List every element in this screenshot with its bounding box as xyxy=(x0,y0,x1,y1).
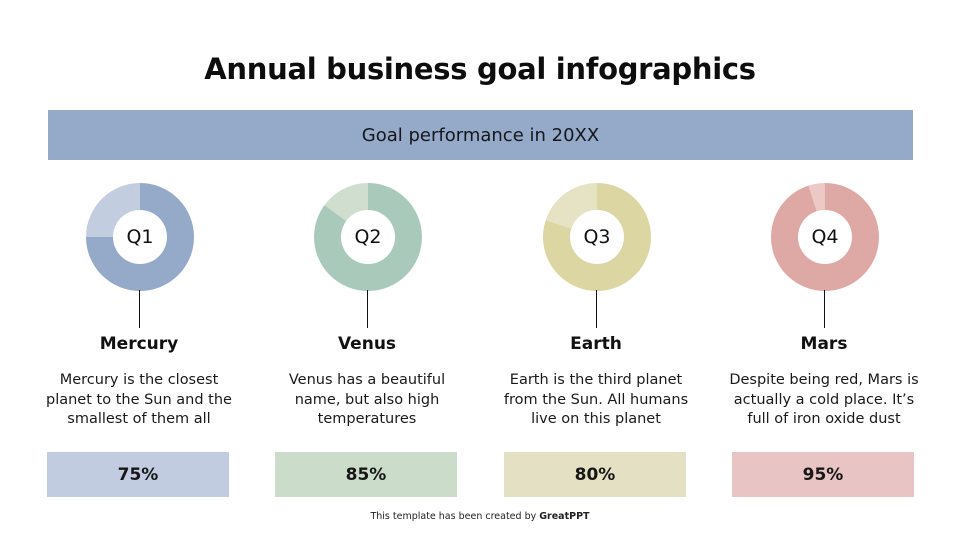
planet-name: Venus xyxy=(337,334,397,354)
quarter-label: Q1 xyxy=(113,210,167,264)
connector-line xyxy=(824,290,825,328)
page-title: Annual business goal infographics xyxy=(204,52,756,86)
planet-description: Earth is the third planet from the Sun. … xyxy=(503,372,689,427)
goal-banner: Goal performance in 20XX xyxy=(48,110,913,160)
planet-description: Despite being red, Mars is actually a co… xyxy=(729,372,919,427)
banner-label: Goal performance in 20XX xyxy=(361,124,600,146)
planet-name: Mars xyxy=(800,334,848,354)
donut-chart-q3: Q3 xyxy=(543,183,651,291)
donut-chart-q2: Q2 xyxy=(314,183,422,291)
footer-text: This template has been created by xyxy=(370,511,540,522)
quarter-label: Q2 xyxy=(341,210,395,264)
percent-box: 80% xyxy=(504,452,686,497)
donut-chart-q4: Q4 xyxy=(771,183,879,291)
planet-description: Mercury is the closest planet to the Sun… xyxy=(46,372,232,427)
footer-brand: GreatPPT xyxy=(539,511,590,522)
quarter-label: Q3 xyxy=(570,210,624,264)
percent-box: 95% xyxy=(732,452,914,497)
connector-line xyxy=(367,290,368,328)
percent-box: 85% xyxy=(275,452,457,497)
planet-name: Earth xyxy=(570,334,622,354)
connector-line xyxy=(139,290,140,328)
connector-line xyxy=(596,290,597,328)
planet-name: Mercury xyxy=(99,334,179,354)
donut-chart-q1: Q1 xyxy=(86,183,194,291)
footer-credit: This template has been created by GreatP… xyxy=(0,511,960,522)
quarter-label: Q4 xyxy=(798,210,852,264)
percent-box: 75% xyxy=(47,452,229,497)
planet-description: Venus has a beautiful name, but also hig… xyxy=(288,372,446,427)
